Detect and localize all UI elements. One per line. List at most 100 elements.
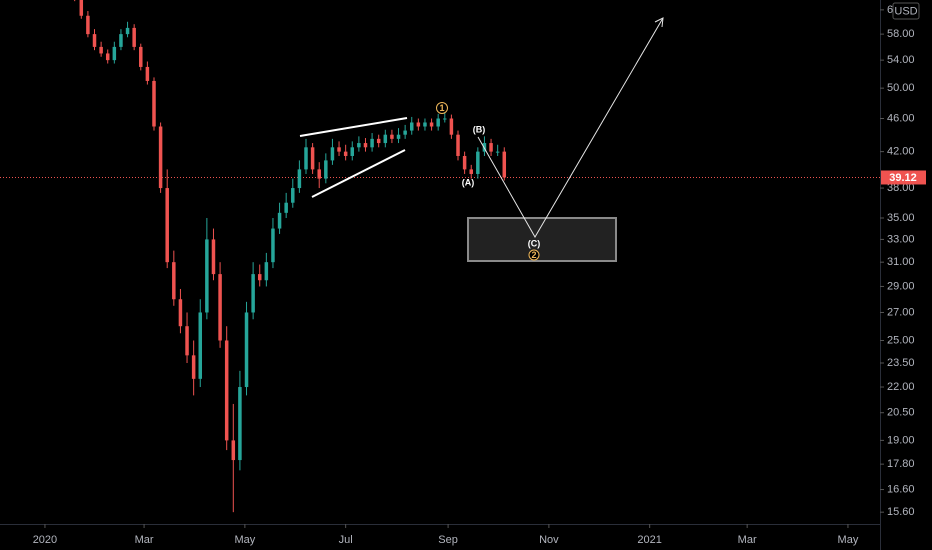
candle-body (105, 53, 110, 61)
axes: 15.60 16.60 17.80 19.00 20.50 22.00 23.50 25.00… (33, 4, 926, 546)
candle-body (343, 151, 348, 156)
candle-body (86, 15, 90, 35)
last-price-label: 39.12 (889, 172, 917, 184)
candle-body (304, 147, 308, 170)
candle-body (257, 274, 262, 281)
candle-body (297, 169, 302, 189)
candle-body (310, 147, 315, 170)
candle-body (324, 160, 328, 179)
arrow-head (654, 17, 664, 28)
candle-body (191, 355, 196, 379)
candle-body (158, 126, 163, 189)
candle-body (291, 188, 295, 203)
candle-body (416, 122, 421, 127)
y-tick-label: 54.00 (887, 54, 915, 66)
x-tick-label: Nov (539, 534, 559, 546)
candle-body (125, 27, 130, 35)
candles (0, 0, 880, 513)
candle-body (251, 274, 255, 313)
wave-label: (C) (528, 238, 541, 248)
candle-body (152, 80, 156, 127)
x-tick-label: 2020 (33, 534, 57, 546)
candle-body (178, 299, 183, 327)
candle-body (165, 188, 169, 263)
x-tick-label: Mar (135, 534, 154, 546)
wave-label: 2 (531, 250, 536, 260)
candle-body (112, 46, 117, 61)
candle-body (185, 326, 189, 356)
wave-label: (A) (462, 177, 475, 187)
wedge-line (311, 149, 406, 198)
candle-body (396, 134, 401, 139)
candle-body (271, 228, 275, 263)
projection-path (477, 17, 664, 239)
candle-body (99, 46, 103, 54)
candle-body (205, 239, 209, 313)
wave-marker (528, 249, 540, 261)
candle-body (224, 340, 229, 441)
candle-body (277, 212, 282, 229)
candle-body (172, 262, 176, 300)
candle-body (79, 0, 84, 16)
candle-body (456, 134, 460, 156)
y-tick-label: 42.00 (887, 146, 915, 158)
candle-body (489, 143, 493, 152)
drawings: 1 (B) (A) (C) 2 (299, 17, 664, 262)
x-tick-label: May (234, 534, 255, 546)
candle-body (423, 122, 427, 127)
candle-body (330, 147, 335, 161)
y-tick-label: 16.60 (887, 483, 915, 495)
y-tick-label: 33.00 (887, 233, 915, 245)
candle-body (403, 130, 407, 135)
candle-body (139, 46, 143, 67)
candle-body (145, 66, 150, 81)
last-price-badge (881, 170, 926, 185)
y-tick-label: 22.00 (887, 381, 915, 393)
candle-body (409, 122, 414, 131)
y-tick-label: 46.00 (887, 112, 915, 124)
wave-label: (B) (473, 124, 486, 134)
x-tick-label: May (838, 534, 859, 546)
y-tick-label: 29.00 (887, 280, 915, 292)
currency-badge (892, 2, 920, 20)
candle-body (350, 147, 355, 156)
x-tick-label: Jul (339, 534, 353, 546)
y-tick-label: 31.00 (887, 256, 915, 268)
x-tick-label: 2021 (637, 534, 661, 546)
candle-body (436, 118, 440, 127)
candle-body (476, 151, 480, 174)
y-tick-label: 27.00 (887, 306, 915, 318)
candle-body (264, 262, 269, 281)
candle-body (238, 387, 242, 461)
x-tick-label: Sep (438, 534, 458, 546)
candle-body (198, 312, 203, 379)
candle-body (357, 143, 361, 148)
candle-body (119, 34, 123, 47)
y-tick-label: 38.00 (887, 182, 915, 194)
candle-body (218, 274, 222, 341)
wave-marker (436, 102, 448, 114)
candle-body (211, 239, 216, 275)
x-tick-label: Mar (738, 534, 757, 546)
candle-body (370, 138, 374, 148)
candle-body (502, 151, 507, 178)
y-tick-label: 23.50 (887, 357, 915, 369)
candle-body (244, 312, 249, 388)
candle-body (92, 34, 97, 47)
y-tick-label: 58.00 (887, 28, 915, 40)
y-tick-label: 35.00 (887, 212, 915, 224)
candle-body (469, 169, 473, 174)
y-tick-label: 15.60 (887, 506, 915, 518)
candle-body (495, 151, 500, 153)
candle-body (390, 134, 394, 139)
candle-body (317, 169, 321, 179)
candle-body (429, 122, 434, 127)
candle-body (462, 155, 467, 170)
candle-body (449, 118, 454, 135)
wedge-line (299, 117, 408, 137)
candle-body (443, 118, 447, 120)
candle-body (376, 138, 381, 144)
y-tick-label: 19.00 (887, 434, 915, 446)
